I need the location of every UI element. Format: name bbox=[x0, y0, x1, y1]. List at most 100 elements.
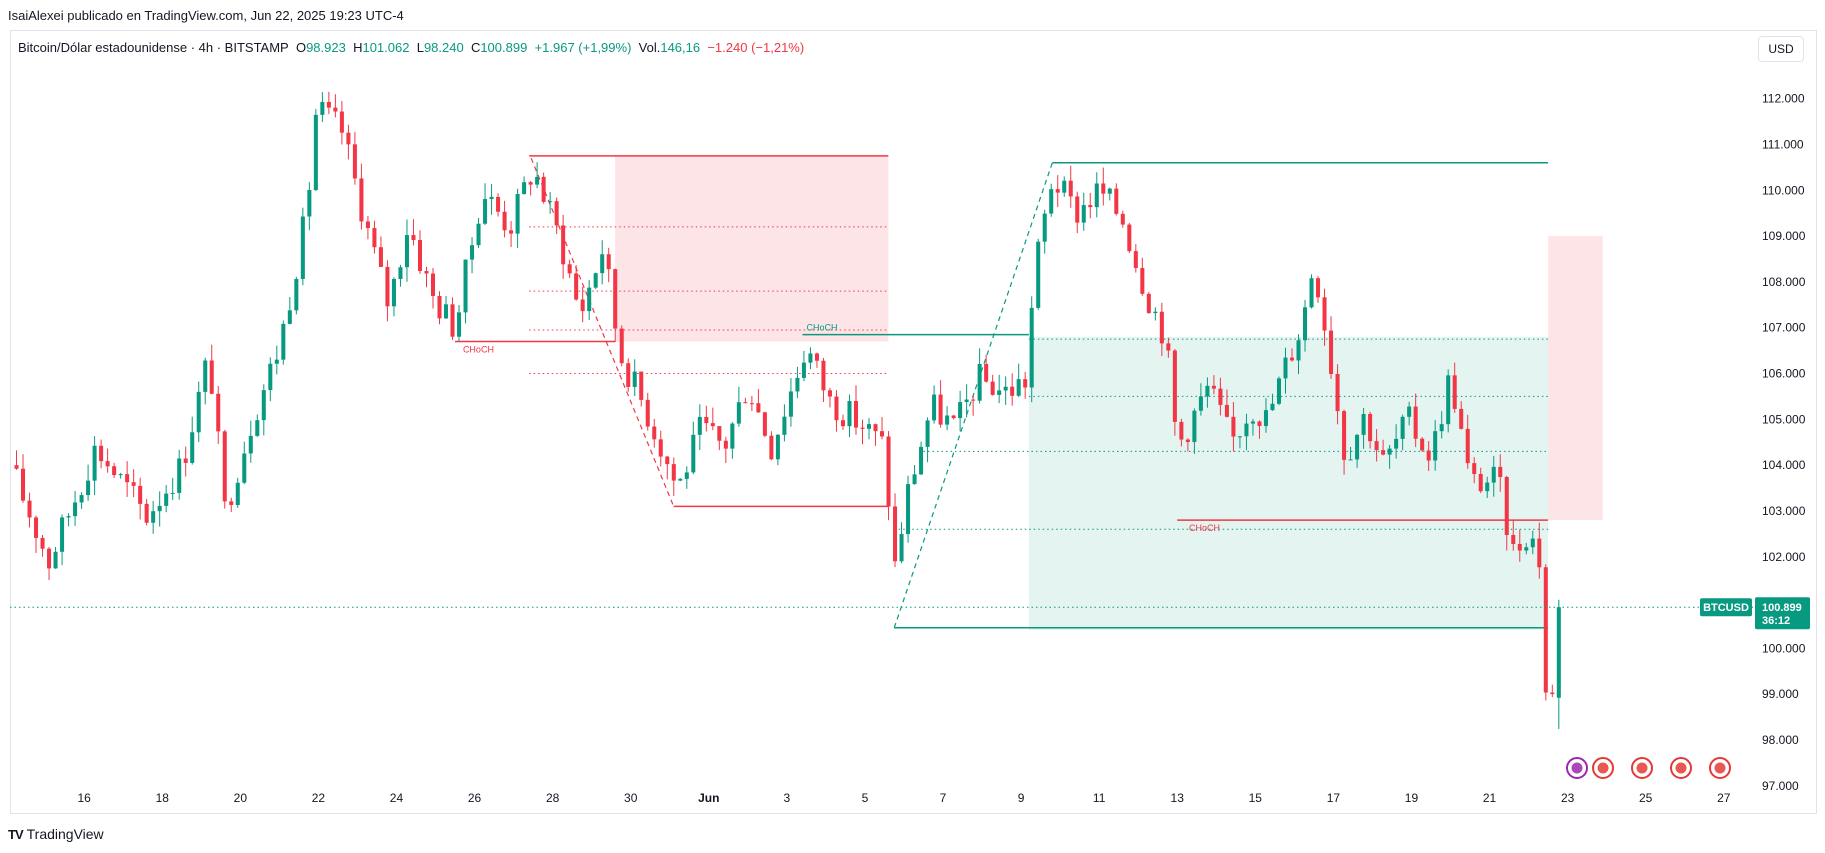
price-tag-bg bbox=[1755, 597, 1810, 630]
x-tick-19: 23 bbox=[1561, 791, 1575, 805]
candle-body-82 bbox=[548, 201, 553, 203]
candle-body-170 bbox=[1120, 213, 1125, 225]
candle-body-235 bbox=[1543, 567, 1548, 693]
candle-body-111 bbox=[736, 402, 741, 424]
candle-body-184 bbox=[1211, 385, 1216, 389]
candle-body-113 bbox=[749, 403, 754, 405]
candle-body-163 bbox=[1075, 196, 1080, 223]
candle-body-40 bbox=[274, 359, 279, 364]
candle-body-131 bbox=[866, 424, 872, 429]
candle-body-0 bbox=[14, 465, 19, 469]
candle-body-10 bbox=[79, 495, 84, 503]
candle-body-95 bbox=[632, 371, 637, 387]
candle-body-219 bbox=[1439, 424, 1444, 432]
candle-body-68 bbox=[457, 312, 462, 337]
candle-body-81 bbox=[541, 176, 546, 202]
x-tick-14: 13 bbox=[1171, 791, 1185, 805]
candle-body-148 bbox=[977, 363, 982, 401]
candle-body-90 bbox=[600, 254, 605, 274]
x-tick-4: 24 bbox=[390, 791, 404, 805]
candle-body-214 bbox=[1407, 406, 1412, 417]
candle-body-17 bbox=[125, 474, 130, 483]
candle-body-205 bbox=[1348, 459, 1353, 461]
currency-button[interactable]: USD bbox=[1758, 36, 1804, 62]
legend-low-value: 98.240 bbox=[423, 40, 464, 55]
candle-body-188 bbox=[1237, 436, 1242, 438]
legend-high-label: H bbox=[353, 40, 363, 55]
choch-label-1: CHoCH bbox=[806, 323, 837, 333]
candle-body-89 bbox=[593, 273, 598, 288]
choch-label-0: CHoCH bbox=[463, 344, 494, 354]
candle-body-192 bbox=[1263, 410, 1268, 427]
candle-body-173 bbox=[1140, 267, 1145, 294]
y-tick-12: 109.000 bbox=[1762, 229, 1806, 243]
candle-body-227 bbox=[1491, 466, 1496, 483]
candle-body-21 bbox=[151, 511, 156, 523]
legend-symbol[interactable]: Bitcoin/Dólar estadounidense · 4h · BITS… bbox=[18, 40, 289, 55]
candle-body-204 bbox=[1342, 411, 1347, 460]
candle-body-66 bbox=[443, 304, 449, 319]
tradingview-brand[interactable]: TV TradingView bbox=[8, 826, 104, 842]
candle-body-143 bbox=[945, 415, 950, 425]
candle-body-53 bbox=[359, 178, 364, 222]
candle-body-160 bbox=[1055, 189, 1060, 193]
candle-body-43 bbox=[294, 278, 299, 311]
x-tick-0: 16 bbox=[77, 791, 91, 805]
candle-body-178 bbox=[1172, 350, 1177, 422]
candle-body-132 bbox=[873, 424, 878, 432]
candle-body-60 bbox=[404, 235, 409, 268]
candle-body-124 bbox=[821, 360, 826, 391]
candle-body-41 bbox=[281, 323, 286, 360]
candle-body-76 bbox=[509, 230, 514, 234]
candle-body-117 bbox=[775, 434, 780, 460]
candle-body-140 bbox=[925, 420, 930, 447]
candle-body-1 bbox=[20, 468, 26, 501]
candle-body-209 bbox=[1374, 441, 1379, 451]
candle-body-203 bbox=[1335, 374, 1340, 412]
candle-body-15 bbox=[112, 466, 117, 476]
candle-body-176 bbox=[1159, 311, 1164, 344]
y-tick-15: 112.000 bbox=[1762, 92, 1805, 106]
published-info: IsaiAlexei publicado en TradingView.com,… bbox=[8, 8, 404, 23]
candle-body-159 bbox=[1049, 189, 1054, 214]
candle-body-29 bbox=[203, 360, 208, 392]
candle-body-157 bbox=[1036, 241, 1041, 308]
x-tick-2: 20 bbox=[234, 791, 248, 805]
candle-body-222 bbox=[1459, 408, 1464, 429]
candle-body-46 bbox=[313, 114, 318, 190]
candle-body-210 bbox=[1381, 450, 1386, 455]
candle-body-236 bbox=[1550, 692, 1555, 695]
candle-body-71 bbox=[476, 223, 481, 246]
y-tick-11: 108.000 bbox=[1762, 275, 1806, 289]
candle-body-3 bbox=[34, 517, 39, 538]
candle-body-142 bbox=[938, 394, 943, 425]
candle-body-94 bbox=[626, 363, 631, 387]
candle-body-74 bbox=[496, 196, 501, 212]
symbol-tag: BTCUSD bbox=[1703, 602, 1749, 614]
y-tick-7: 104.000 bbox=[1762, 458, 1806, 472]
candle-body-39 bbox=[268, 363, 273, 391]
candle-body-92 bbox=[613, 269, 618, 329]
legend-close-label: C bbox=[470, 40, 481, 55]
y-tick-0: 97.000 bbox=[1762, 779, 1799, 793]
candle-body-87 bbox=[580, 299, 585, 312]
candle-body-154 bbox=[1016, 379, 1021, 396]
candle-body-177 bbox=[1166, 343, 1171, 351]
supply-zone-0 bbox=[615, 155, 889, 342]
candle-body-105 bbox=[697, 416, 702, 435]
candle-body-161 bbox=[1062, 180, 1067, 193]
candle-body-138 bbox=[912, 474, 917, 485]
candle-body-38 bbox=[261, 390, 266, 421]
candle-body-91 bbox=[606, 254, 611, 270]
choch-label-2: CHoCH bbox=[1189, 523, 1220, 533]
brand-name: TradingView bbox=[26, 826, 104, 842]
candle-body-103 bbox=[684, 472, 689, 479]
candle-body-11 bbox=[86, 480, 91, 496]
candle-body-172 bbox=[1133, 251, 1138, 268]
candle-body-233 bbox=[1530, 538, 1535, 548]
x-tick-21: 27 bbox=[1717, 791, 1731, 805]
candle-body-135 bbox=[893, 506, 898, 562]
candle-body-220 bbox=[1446, 375, 1451, 425]
candle-body-162 bbox=[1068, 180, 1073, 197]
